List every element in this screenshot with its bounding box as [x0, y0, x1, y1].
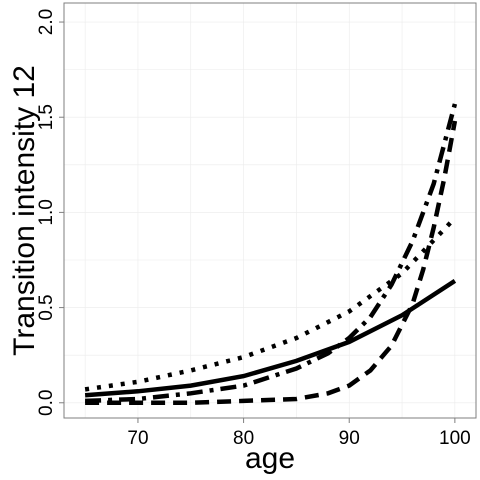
y-tick-label-0: 0.0	[36, 390, 57, 416]
x-axis-title: age	[245, 442, 295, 475]
series-line-solid	[84, 279, 457, 398]
series-layer	[84, 103, 458, 406]
x-tick-label-80: 80	[233, 428, 254, 449]
series-line-dashdot	[85, 103, 458, 404]
y-tick-label-4: 2.0	[36, 9, 57, 35]
x-tick-label-100: 100	[439, 428, 471, 449]
grid	[64, 3, 476, 418]
y-tick-label-3: 1.5	[36, 104, 57, 130]
y-tick-label-2: 1.0	[36, 199, 57, 225]
y-tick-label-1: 0.5	[36, 294, 57, 320]
x-tick-label-90: 90	[339, 428, 360, 449]
plot-panel	[63, 2, 477, 419]
x-tick-label-70: 70	[127, 428, 148, 449]
series-line-dashed	[85, 120, 458, 406]
y-axis-title: Transition intensity 12	[8, 65, 41, 356]
series-line-dotted	[84, 216, 457, 392]
axes: 70 80 90 100 0.0 0.5 1.0 1.5 2.0	[36, 9, 471, 449]
